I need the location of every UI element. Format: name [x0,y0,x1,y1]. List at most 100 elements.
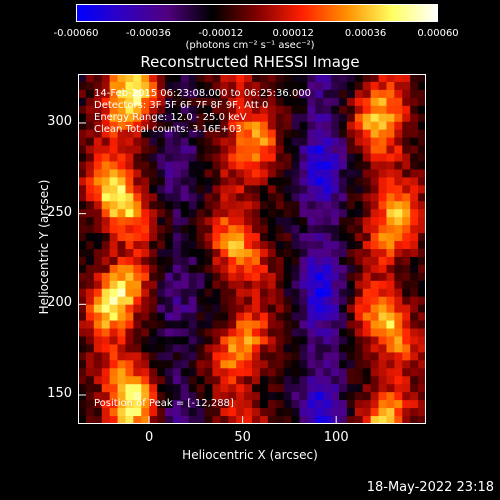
heatmap-cell [259,97,269,107]
heatmap-cell [141,296,150,306]
heatmap-cell [331,97,340,107]
heatmap-cell [267,233,277,242]
heatmap-cell [331,177,340,186]
heatmap-cell [354,185,364,194]
heatmap-cell [93,185,103,194]
heatmap-cell [180,113,190,123]
x-tick-label: 50 [234,430,251,445]
heatmap-cell [85,392,95,401]
heatmap-cell [133,145,142,155]
heatmap-cell [180,81,190,91]
heatmap-cell [244,320,253,330]
heatmap-cell [93,193,103,202]
heatmap-cell [85,384,95,393]
heatmap-cell [101,392,111,401]
heatmap-cell [101,280,111,290]
heatmap-cell [117,105,127,115]
heatmap-cell [125,368,134,377]
heatmap-cell [252,344,261,353]
heatmap-cell [252,97,261,107]
heatmap-cell [165,129,174,139]
heatmap-cell [394,328,403,338]
heatmap-cell [402,153,411,163]
heatmap-cell [149,264,158,274]
heatmap-cell [165,153,174,163]
heatmap-cell [125,408,134,417]
heatmap-cell [172,97,182,107]
heatmap-cell [418,169,426,178]
heatmap-cell [402,280,411,290]
heatmap-cell [283,288,293,298]
heatmap-cell [212,296,221,306]
heatmap-cell [244,296,253,306]
x-axis-title: Heliocentric X (arcsec) [182,448,318,462]
y-tick-label: 250 [47,204,72,220]
heatmap-cell [172,153,182,163]
heatmap-cell [259,209,269,218]
heatmap-cell [244,249,253,258]
heatmap-cell [204,225,214,234]
heatmap-cell [244,129,253,139]
heatmap-cell [188,89,198,99]
heatmap-cell [78,121,87,131]
heatmap-cell [339,209,348,218]
heatmap-cell [165,145,174,155]
heatmap-cell [323,161,332,171]
heatmap-cell [299,137,308,147]
heatmap-cell [172,400,182,409]
heatmap-cell [362,328,372,338]
heatmap-cell [307,392,316,401]
heatmap-cell [236,280,245,290]
heatmap-cell [196,185,206,194]
heatmap-cell [323,344,332,353]
heatmap-cell [149,384,158,393]
heatmap-cell [323,185,332,194]
heatmap-cell [180,193,190,202]
heatmap-cell [370,193,380,202]
heatmap-cell [196,169,206,178]
heatmap-cell [323,400,332,409]
heatmap-cell [410,185,419,194]
heatmap-cell [291,74,301,83]
heatmap-cell [109,113,119,123]
heatmap-cell [331,384,340,393]
heatmap-cell [394,384,403,393]
heatmap-cell [244,89,253,99]
heatmap-cell [172,320,182,330]
heatmap-cell [228,161,237,171]
heatmap-cell [410,129,419,139]
heatmap-cell [394,336,403,346]
heatmap-cell [85,233,95,242]
heatmap-cell [204,264,214,274]
heatmap-cell [133,264,142,274]
heatmap-cell [180,344,190,353]
heatmap-cell [386,209,395,218]
heatmap-cell [78,376,87,385]
heatmap-cell [283,193,293,202]
heatmap-cell [180,209,190,218]
heatmap-cell [109,145,119,155]
heatmap-cell [133,280,142,290]
heatmap-cell [141,304,150,314]
heatmap-cell [283,368,293,377]
heatmap-cell [299,193,308,202]
heatmap-cell [291,209,301,218]
heatmap-cell [196,344,206,353]
heatmap-cell [165,392,174,401]
heatmap-cell [220,129,229,139]
heatmap-cell [252,129,261,139]
heatmap-cell [259,256,269,266]
heatmap-cell [125,336,134,346]
heatmap-cell [315,145,324,155]
heatmap-cell [228,336,237,346]
heatmap-cell [299,209,308,218]
heatmap-cell [323,201,332,210]
heatmap-cell [354,336,364,346]
heatmap-cell [78,288,87,298]
heatmap-cell [180,320,190,330]
heatmap-cell [331,113,340,123]
heatmap-cell [394,193,403,202]
heatmap-cell [291,193,301,202]
heatmap-cells [78,74,426,424]
heatmap-cell [354,201,364,210]
